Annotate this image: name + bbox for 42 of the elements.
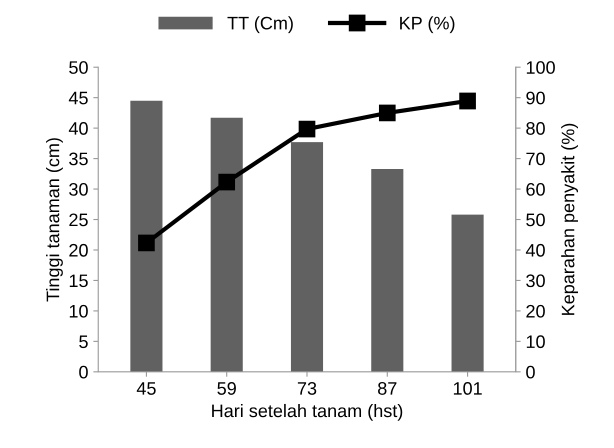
y2-tick-label: 0 (526, 366, 535, 379)
y-tick-label: 20 (69, 244, 88, 257)
y2-tick-label: 90 (526, 92, 545, 104)
legend-label: TT (Cm) (227, 16, 293, 34)
point (298, 120, 316, 138)
x-tick-label: 59 (217, 382, 236, 395)
x-tick-label: 101 (454, 382, 482, 395)
y-tick-label: 10 (70, 304, 88, 318)
y-tick-label: 0 (79, 366, 88, 379)
bar (210, 118, 243, 372)
y-tick-label: 35 (69, 152, 88, 166)
x-axis-title: Hari setelah tanam (hst) (212, 404, 402, 421)
y-tick-label: 15 (70, 274, 88, 288)
y-axis-title: Tinggi tanaman (cm) (46, 138, 63, 302)
y-tick-label: 25 (69, 213, 88, 226)
y2-tick-label: 30 (526, 274, 545, 288)
y-tick-label: 30 (69, 182, 88, 196)
y2-tick-label: 70 (526, 152, 545, 166)
point (378, 104, 396, 122)
x-tick-label: 45 (136, 382, 156, 395)
y-tick-label: 40 (68, 122, 88, 135)
y2-tick-label: 60 (526, 182, 545, 196)
bar (130, 100, 162, 372)
y2-tick-label: 40 (526, 244, 545, 257)
y2-tick-label: 20 (526, 304, 545, 318)
point (459, 92, 476, 110)
y2-tick-label: 50 (526, 213, 545, 226)
bar (290, 142, 324, 372)
y2-axis-title: Keparahan penyakit (%) (561, 124, 578, 315)
y-tick-label: 5 (79, 335, 88, 348)
x-tick-label: 73 (298, 382, 316, 395)
y-tick-label: 50 (69, 61, 88, 74)
y2-tick-label: 80 (526, 122, 545, 135)
bar (371, 168, 404, 372)
y2-tick-label: 10 (526, 335, 545, 348)
point (138, 234, 155, 252)
y2-tick-label: 100 (526, 61, 555, 74)
bar (452, 214, 484, 372)
point (218, 174, 236, 190)
y-tick-label: 45 (68, 92, 88, 104)
x-tick-label: 87 (378, 382, 396, 395)
legend-label: KP (%) (400, 16, 454, 34)
